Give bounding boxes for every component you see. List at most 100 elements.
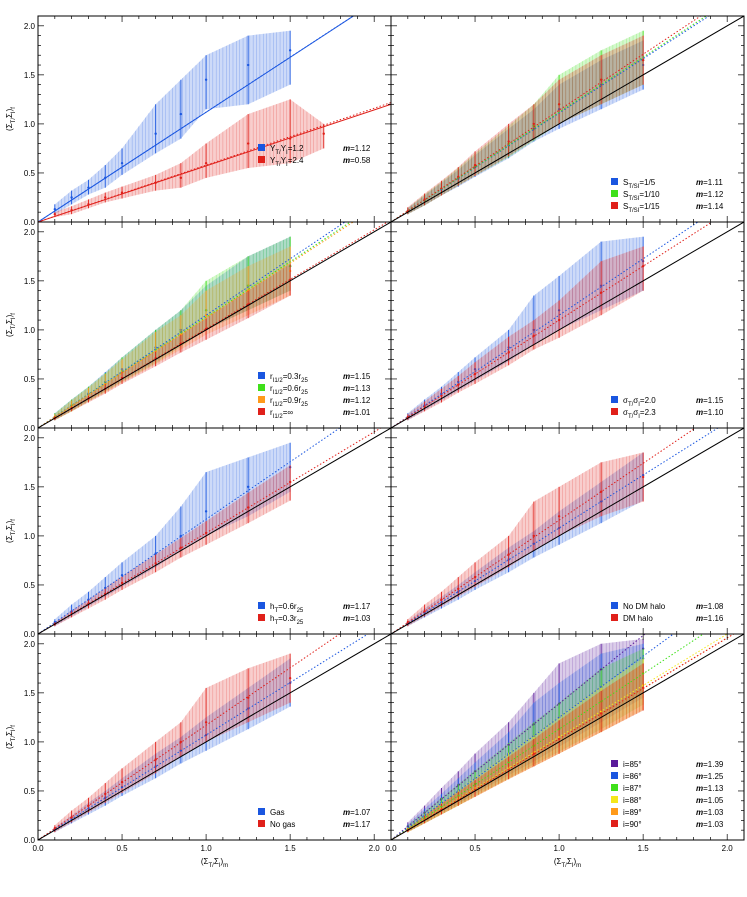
legend-swatch bbox=[258, 614, 265, 621]
data-point bbox=[532, 534, 536, 538]
panel-row1-right: ST/SI=1/5 m=1.11 ST/SI=1/10 m=1.12 ST/SI=1/1… bbox=[390, 15, 745, 223]
legend-slope: m=1.15 bbox=[696, 396, 724, 405]
legend-slope: m=1.12 bbox=[696, 190, 724, 199]
legend: ST/SI=1/5 m=1.11 ST/SI=1/10 m=1.12 ST/SI=1/1… bbox=[611, 178, 724, 214]
data-point bbox=[641, 58, 645, 62]
legend-label: ST/SI=1/15 bbox=[623, 202, 660, 214]
plot-area bbox=[391, 428, 744, 634]
legend-slope: m=1.01 bbox=[343, 408, 371, 417]
fit-line-0 bbox=[38, 634, 369, 840]
legend-swatch bbox=[258, 396, 265, 403]
data-point bbox=[641, 475, 645, 479]
fit-line-2 bbox=[38, 222, 355, 428]
data-point bbox=[532, 752, 536, 755]
y-tick-label: 0.5 bbox=[24, 787, 36, 796]
legend-slope: m=1.10 bbox=[696, 408, 724, 417]
x-axis-label: (ΣT/ΣI)m bbox=[554, 857, 581, 869]
y-tick-label: 1.5 bbox=[24, 277, 36, 286]
fit-line-1 bbox=[38, 102, 391, 222]
fit-line-1 bbox=[38, 428, 382, 634]
legend-slope: m=1.03 bbox=[696, 820, 724, 829]
y-tick-label: 0.5 bbox=[24, 169, 36, 178]
x-tick-label: 2.0 bbox=[369, 844, 381, 853]
legend-swatch bbox=[611, 796, 618, 803]
legend-slope: m=1.13 bbox=[343, 384, 371, 393]
legend-swatch bbox=[611, 760, 618, 767]
y-tick-label: 0.0 bbox=[24, 630, 36, 639]
legend-label: i=85° bbox=[623, 760, 642, 769]
data-point bbox=[120, 191, 124, 194]
data-point bbox=[120, 161, 124, 165]
legend: Gas m=1.07 No gas m=1.17 bbox=[258, 808, 371, 829]
legend-label: ΥT/ΥI=1.2 bbox=[270, 144, 304, 156]
panel-row3-right: No DM halo m=1.08 DM halo m=1.16 bbox=[390, 427, 745, 635]
x-tick-label: 0.5 bbox=[116, 844, 128, 853]
y-tick-label: 1.0 bbox=[24, 120, 36, 129]
y-tick-label: 1.5 bbox=[24, 689, 36, 698]
model-line-0 bbox=[38, 16, 355, 222]
one-to-one-line bbox=[38, 428, 391, 634]
model-line-1 bbox=[38, 103, 391, 222]
data-point bbox=[70, 196, 73, 199]
y-tick-label: 0.5 bbox=[24, 375, 36, 384]
legend-label: No gas bbox=[270, 820, 295, 829]
fit-line-0 bbox=[38, 222, 346, 428]
legend-slope: m=1.11 bbox=[696, 178, 723, 187]
data-point bbox=[599, 78, 603, 81]
data-point bbox=[154, 132, 157, 135]
fit-line-1 bbox=[391, 634, 675, 840]
data-point bbox=[322, 132, 325, 135]
legend-label: Gas bbox=[270, 808, 285, 817]
x-axis-label: (ΣT/ΣI)m bbox=[201, 857, 228, 869]
x-tick-label: 0.0 bbox=[32, 844, 44, 853]
legend-label: rI1/2=∞ bbox=[270, 408, 293, 420]
panel-row2-right: σT/σI=2.0 m=1.15 σT/σI=2.3 m=1.10 bbox=[390, 221, 745, 429]
legend-label: σT/σI=2.3 bbox=[623, 408, 656, 420]
data-point bbox=[104, 196, 107, 199]
y-tick-label: 1.0 bbox=[24, 532, 36, 541]
legend: No DM halo m=1.08 DM halo m=1.16 bbox=[611, 602, 724, 623]
legend: σT/σI=2.0 m=1.15 σT/σI=2.3 m=1.10 bbox=[611, 396, 724, 420]
legend-swatch bbox=[611, 602, 618, 609]
panel-row4-right: 0.0 0.5 1.0 1.5 2.0 (ΣT/ΣI)m i=85° m=1.39 i=86° m… bbox=[385, 633, 745, 869]
y-tick-label: 0.0 bbox=[24, 424, 36, 433]
fit-line-2 bbox=[391, 634, 705, 840]
legend-slope: m=1.25 bbox=[696, 772, 724, 781]
legend-swatch bbox=[611, 178, 618, 185]
data-point bbox=[557, 103, 561, 106]
plot-area bbox=[38, 428, 391, 634]
data-point bbox=[557, 515, 561, 518]
legend-label: ST/SI=1/10 bbox=[623, 190, 660, 202]
x-tick-label: 1.5 bbox=[285, 844, 297, 853]
fit-line-3 bbox=[391, 634, 729, 840]
legend-slope: m=0.58 bbox=[343, 156, 371, 165]
data-point bbox=[204, 161, 208, 165]
legend-swatch bbox=[611, 808, 618, 815]
plot-area bbox=[38, 222, 391, 428]
legend-slope: m=1.39 bbox=[696, 760, 724, 769]
legend-swatch bbox=[611, 614, 618, 621]
y-tick-label: 2.0 bbox=[24, 22, 36, 31]
fit-line-1 bbox=[391, 16, 708, 222]
one-to-one-line bbox=[38, 222, 391, 428]
legend-swatch bbox=[611, 408, 618, 415]
legend-slope: m=1.05 bbox=[696, 796, 724, 805]
legend-slope: m=1.16 bbox=[696, 614, 724, 623]
legend-swatch bbox=[258, 144, 265, 151]
plot-area bbox=[38, 634, 391, 840]
legend-label: hT=0.6r25 bbox=[270, 602, 304, 614]
x-tick-label: 1.5 bbox=[638, 844, 650, 853]
legend-label: i=88° bbox=[623, 796, 642, 805]
legend-slope: m=1.08 bbox=[696, 602, 724, 611]
y-tick-label: 2.0 bbox=[24, 434, 36, 443]
legend-label: ΥT/ΥI=2.4 bbox=[270, 156, 304, 168]
y-tick-label: 0.0 bbox=[24, 218, 36, 227]
legend-swatch bbox=[258, 384, 265, 391]
fit-line-0 bbox=[391, 428, 719, 634]
legend: i=85° m=1.39 i=86° m=1.25 i=87° m=1.13 i=88° m=… bbox=[611, 760, 724, 829]
legend-label: σT/σI=2.0 bbox=[623, 396, 656, 408]
legend-swatch bbox=[258, 808, 265, 815]
legend-slope: m=1.12 bbox=[343, 396, 371, 405]
legend-label: i=90° bbox=[623, 820, 642, 829]
y-tick-label: 1.0 bbox=[24, 738, 36, 747]
